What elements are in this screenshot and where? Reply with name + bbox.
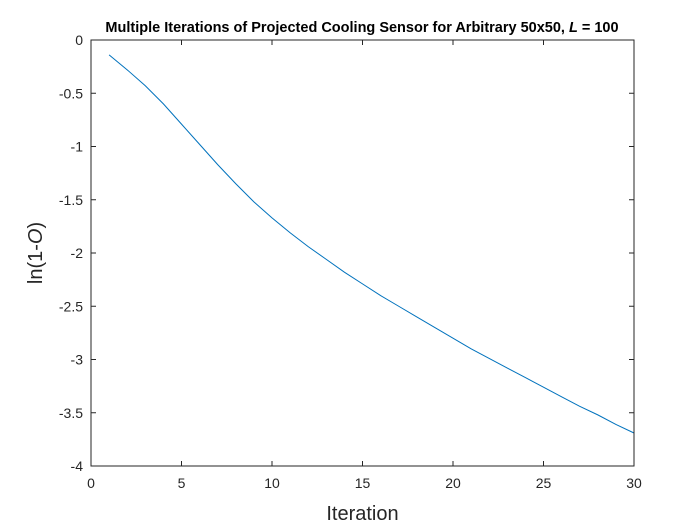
x-tick-label: 25 bbox=[536, 475, 552, 491]
x-tick-label: 30 bbox=[626, 475, 642, 491]
plot-area bbox=[91, 40, 634, 466]
series-line bbox=[108, 54, 635, 434]
y-tick-label: -3 bbox=[71, 352, 84, 368]
plot-frame bbox=[90, 39, 635, 467]
chart-title-suffix: = 100 bbox=[578, 20, 619, 36]
y-axis-ticks: 0 -0.5 -1 -1.5 -2 -2.5 -3 -3.5 -4 bbox=[59, 32, 634, 474]
x-tick-label: 15 bbox=[355, 475, 371, 491]
x-tick-label: 5 bbox=[178, 475, 186, 491]
x-axis-label: Iteration bbox=[326, 503, 398, 525]
series-layer bbox=[108, 54, 635, 434]
y-tick-label: -3.5 bbox=[59, 405, 83, 421]
x-axis-ticks: 0 5 10 15 20 25 30 bbox=[87, 40, 642, 491]
y-axis-label-main: ln(1- bbox=[25, 244, 47, 284]
y-tick-label: -2 bbox=[71, 245, 84, 261]
y-tick-label: -4 bbox=[71, 458, 84, 474]
y-tick-label: -1 bbox=[71, 139, 84, 155]
chart-title-italic: L bbox=[569, 20, 578, 36]
x-tick-label: 0 bbox=[87, 475, 95, 491]
y-axis-label-italic: O bbox=[25, 229, 47, 245]
y-tick-label: -0.5 bbox=[59, 85, 83, 101]
y-tick-label: -2.5 bbox=[59, 298, 83, 314]
y-tick-label: -1.5 bbox=[59, 192, 83, 208]
y-axis-label: ln(1-O) bbox=[25, 222, 47, 284]
chart-title: Multiple Iterations of Projected Cooling… bbox=[105, 20, 618, 36]
x-tick-label: 20 bbox=[445, 475, 461, 491]
y-tick-label: 0 bbox=[75, 32, 83, 48]
chart-title-main: Multiple Iterations of Projected Cooling… bbox=[105, 20, 569, 36]
x-tick-label: 10 bbox=[264, 475, 280, 491]
y-axis-label-suffix: ) bbox=[25, 222, 47, 229]
